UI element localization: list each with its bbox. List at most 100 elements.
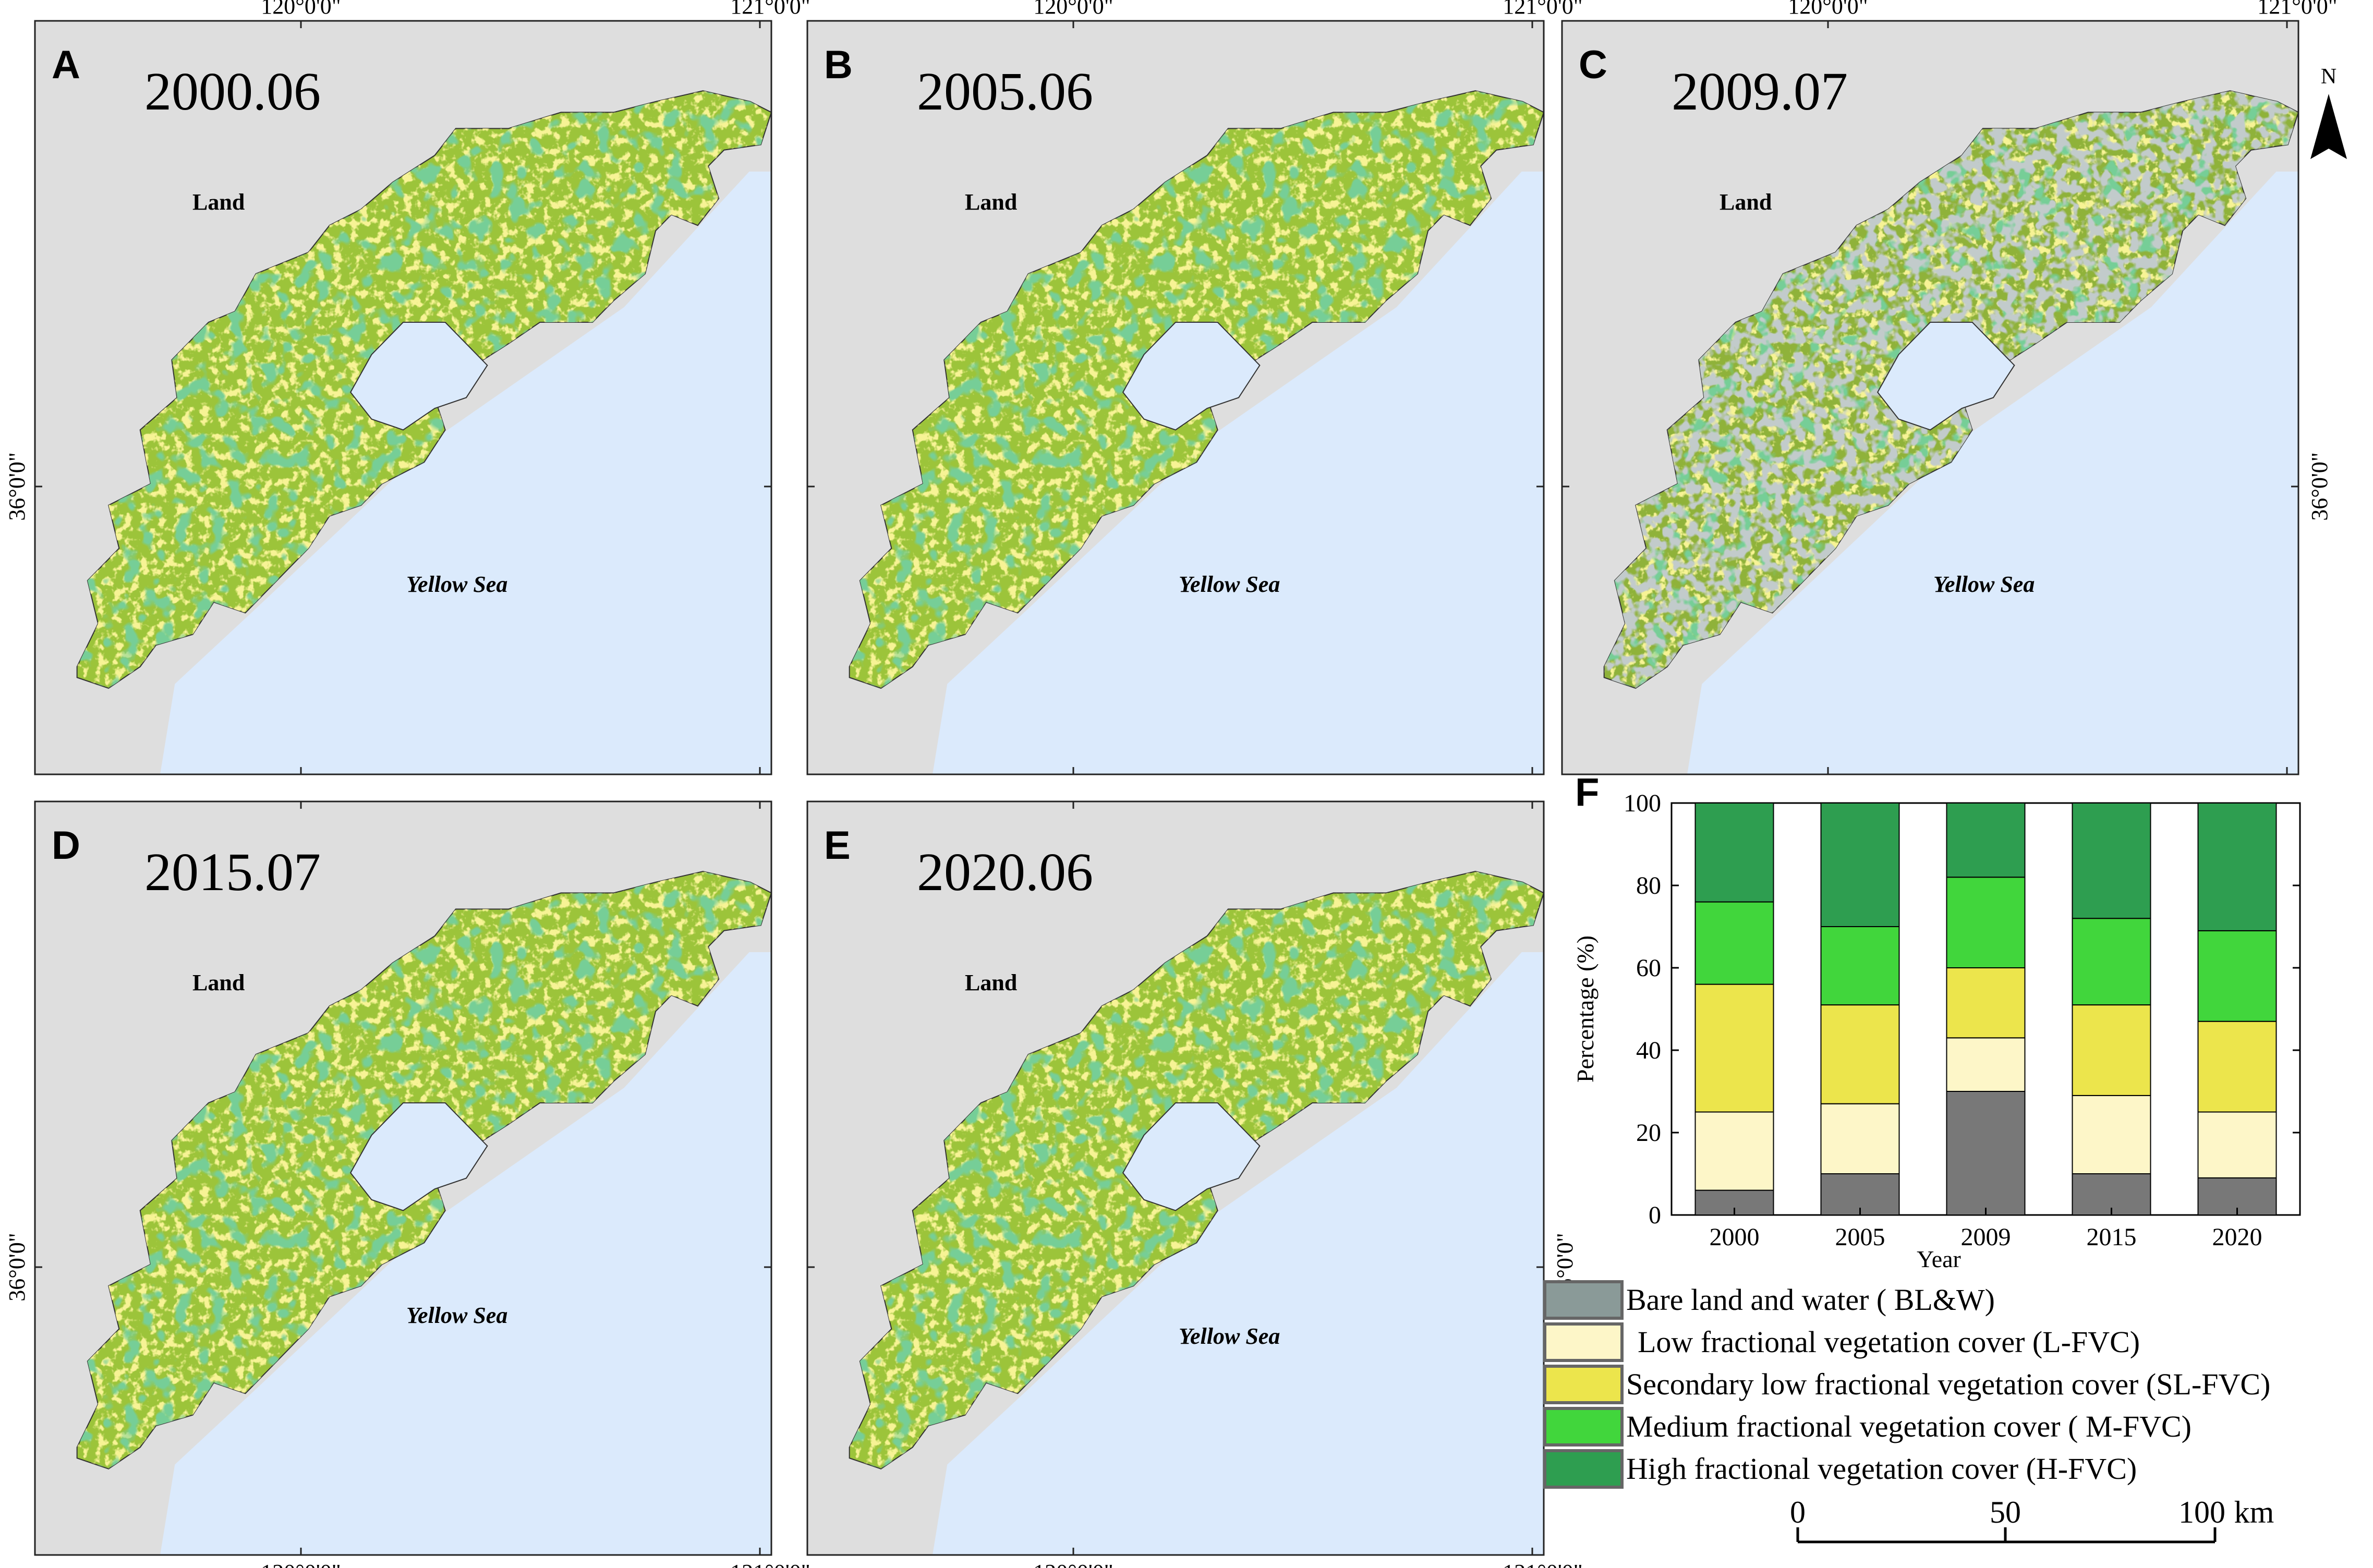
sea-area bbox=[933, 172, 1544, 774]
panel-date: 2020.06 bbox=[917, 842, 1093, 902]
bay bbox=[349, 1102, 488, 1211]
bar-segment-2020-1 bbox=[2197, 1111, 2277, 1178]
longitude-label: 121°0'0" bbox=[730, 0, 810, 19]
bay bbox=[1876, 321, 2015, 431]
bar-segment-2009-1 bbox=[1946, 1037, 2026, 1092]
sea-label: Yellow Sea bbox=[1179, 572, 1280, 597]
y-axis-label: Percentage (%) bbox=[1572, 935, 1599, 1083]
north-arrow-left-half bbox=[2310, 94, 2329, 159]
land-label: Land bbox=[965, 189, 1017, 215]
north-label: N bbox=[2321, 65, 2336, 89]
legend-swatch bbox=[1543, 1322, 1624, 1362]
scale-bar-unit: km bbox=[2234, 1495, 2274, 1529]
land-label: Land bbox=[965, 970, 1017, 995]
panel-letter: C bbox=[1579, 43, 1607, 87]
bar-segment-2015-4 bbox=[2072, 803, 2151, 919]
longitude-label: 120°0'0" bbox=[261, 0, 341, 19]
y-tick-label: 100 bbox=[1624, 789, 1661, 817]
bar-segment-2009-4 bbox=[1946, 803, 2026, 878]
land-label: Land bbox=[192, 970, 245, 995]
panel-letter: F bbox=[1575, 770, 1599, 815]
chart-legend: Bare land and water ( BL&W) Low fractiona… bbox=[1543, 1280, 2270, 1489]
legend-swatch bbox=[1543, 1407, 1624, 1447]
panel-letter: D bbox=[52, 823, 80, 868]
sea-label: Yellow Sea bbox=[406, 1303, 507, 1328]
bar-segment-2009-2 bbox=[1946, 967, 2026, 1039]
bar-segment-2009-0 bbox=[1946, 1091, 2026, 1215]
y-tick-label: 20 bbox=[1636, 1119, 1661, 1147]
longitude-label: 121°0'0" bbox=[1503, 0, 1582, 19]
sea-label: Yellow Sea bbox=[406, 572, 507, 597]
sea-label: Yellow Sea bbox=[1179, 1323, 1280, 1349]
bar-segment-2000-4 bbox=[1694, 803, 1774, 903]
north-arrow-right-half bbox=[2329, 94, 2347, 159]
legend-label: Bare land and water ( BL&W) bbox=[1626, 1283, 1995, 1317]
map-panel-d: D 2015.07 Land Yellow Sea 120°0'0" 121°0'0" 36… bbox=[4, 800, 810, 1568]
sea-area bbox=[160, 952, 771, 1555]
bar-segment-2005-3 bbox=[1820, 926, 1900, 1006]
x-tick-label: 2020 bbox=[2212, 1223, 2262, 1251]
panel-date: 2000.06 bbox=[144, 62, 321, 121]
y-tick-label: 80 bbox=[1636, 872, 1661, 900]
land-label: Land bbox=[192, 189, 245, 215]
land-label: Land bbox=[1720, 189, 1772, 215]
panel-letter: E bbox=[824, 823, 851, 868]
latitude-label: 36°0'0" bbox=[4, 1233, 30, 1301]
longitude-label: 121°0'0" bbox=[730, 1560, 810, 1568]
scale-bar-label: 0 bbox=[1790, 1495, 1806, 1529]
longitude-label: 121°0'0" bbox=[1503, 1560, 1582, 1568]
legend-label: High fractional vegetation cover (H-FVC) bbox=[1626, 1452, 2137, 1486]
sea-area bbox=[1687, 172, 2298, 774]
legend-swatch bbox=[1543, 1280, 1624, 1320]
map-panel-c: C 2009.07 Land Yellow Sea 120°0'0" 121°0'0" 36… bbox=[1561, 0, 2338, 775]
panel-date: 2005.06 bbox=[917, 62, 1093, 121]
x-tick-label: 2009 bbox=[1961, 1223, 2011, 1251]
panel-date: 2015.07 bbox=[144, 842, 321, 902]
x-tick-label: 2000 bbox=[1710, 1223, 1760, 1251]
longitude-label: 121°0'0" bbox=[2257, 0, 2337, 19]
bay bbox=[1122, 1102, 1261, 1211]
legend-swatch bbox=[1543, 1449, 1624, 1489]
stacked-bar-chart: F 0 20 40 60 80 100 Percentage (%) 2000 2005 2009 2… bbox=[1572, 770, 2301, 1272]
legend-label: Secondary low fractional vegetation cove… bbox=[1626, 1367, 2270, 1401]
legend-swatch bbox=[1543, 1365, 1624, 1404]
latitude-label: 36°0'0" bbox=[4, 452, 30, 520]
longitude-label: 120°0'0" bbox=[1033, 0, 1113, 19]
x-axis-label: Year bbox=[1917, 1246, 1961, 1272]
bar-segment-2015-1 bbox=[2072, 1095, 2151, 1174]
bar-segment-2005-4 bbox=[1820, 803, 1900, 927]
sea-area bbox=[160, 172, 771, 774]
bay bbox=[349, 321, 488, 431]
latitude-label: 36°0'0" bbox=[2307, 452, 2332, 520]
bar-segment-2015-3 bbox=[2072, 918, 2151, 1006]
bay bbox=[1122, 321, 1261, 431]
bar-segment-2020-4 bbox=[2197, 803, 2277, 931]
panel-date: 2009.07 bbox=[1672, 62, 1848, 121]
bar-segment-2020-2 bbox=[2197, 1020, 2277, 1113]
y-tick-label: 0 bbox=[1649, 1201, 1661, 1229]
scale-bar-label: 100 bbox=[2178, 1495, 2225, 1529]
y-tick-label: 60 bbox=[1636, 954, 1661, 982]
map-panel-a: A 2000.06 Land Yellow Sea 120°0'0" 121°0'0" 36… bbox=[4, 0, 810, 775]
bar-segment-2000-3 bbox=[1694, 901, 1774, 985]
legend-label: Low fractional vegetation cover (L-FVC) bbox=[1638, 1325, 2140, 1359]
sea-label: Yellow Sea bbox=[1933, 572, 2035, 597]
panel-letter: A bbox=[52, 43, 80, 87]
bar-segment-2020-3 bbox=[2197, 930, 2277, 1022]
bar-segment-2005-2 bbox=[1820, 1004, 1900, 1104]
scale-bar-label: 50 bbox=[1990, 1495, 2021, 1529]
north-arrow-icon: N bbox=[2310, 65, 2347, 159]
longitude-label: 120°0'0" bbox=[261, 1560, 341, 1568]
x-tick-label: 2005 bbox=[1835, 1223, 1885, 1251]
panel-letter: B bbox=[824, 43, 853, 87]
longitude-label: 120°0'0" bbox=[1788, 0, 1868, 19]
bar-segment-2000-2 bbox=[1694, 983, 1774, 1113]
x-tick-label: 2015 bbox=[2087, 1223, 2137, 1251]
bar-segment-2005-1 bbox=[1820, 1103, 1900, 1174]
bar-segment-2015-2 bbox=[2072, 1004, 2151, 1096]
scale-bar: 0 50 100 km bbox=[1790, 1495, 2274, 1543]
bar-segment-2009-3 bbox=[1946, 877, 2026, 968]
